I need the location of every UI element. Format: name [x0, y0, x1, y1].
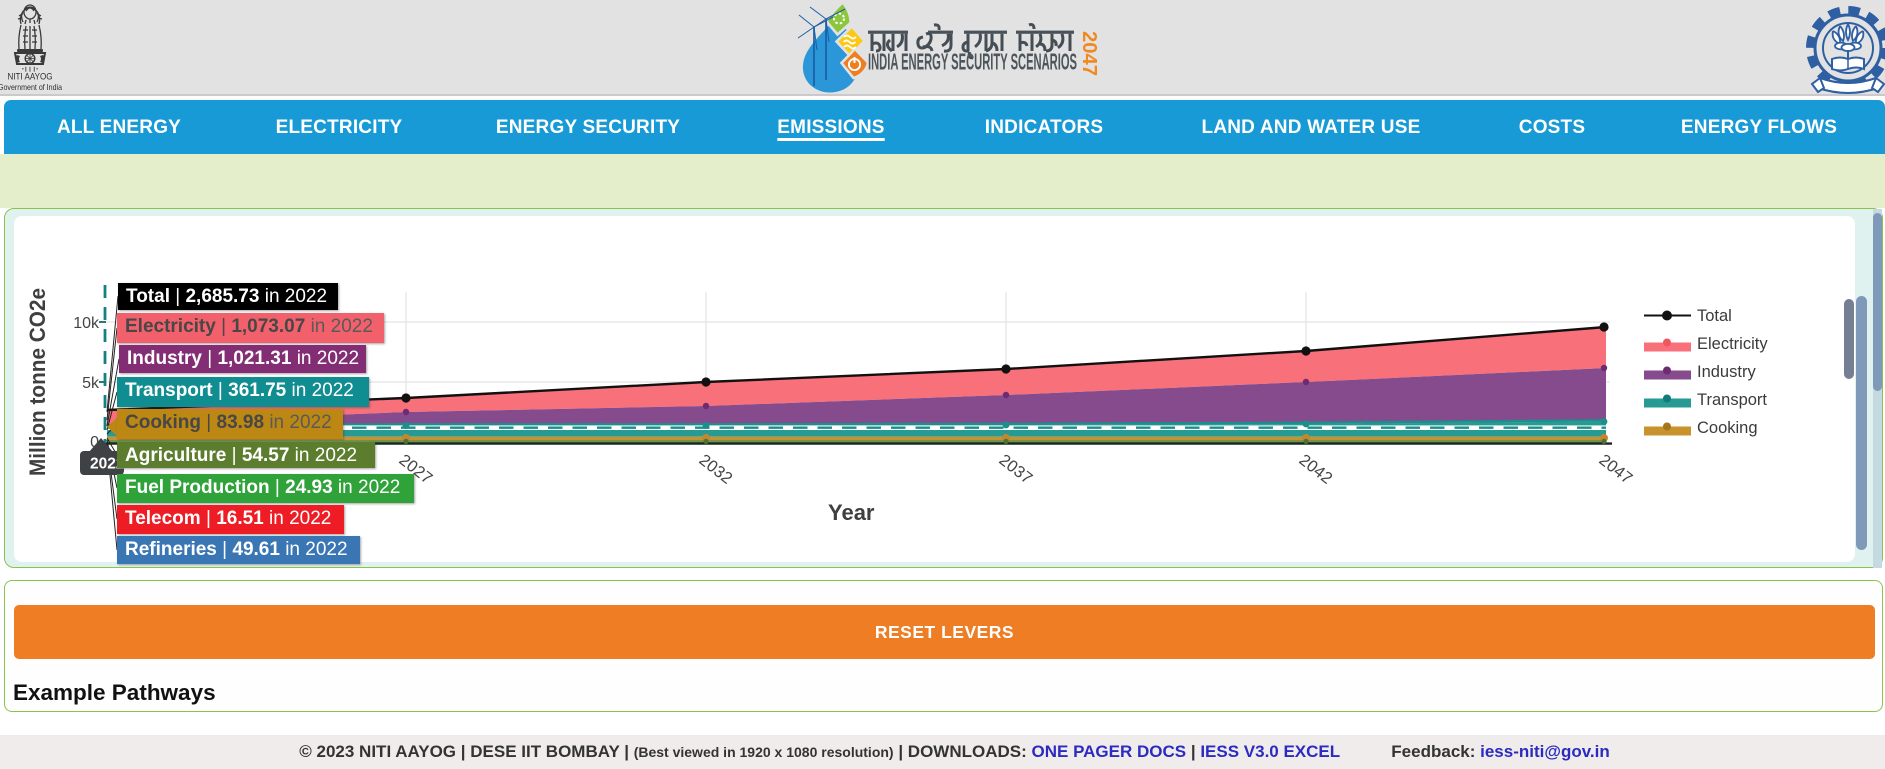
- svg-text:Transport: Transport: [1697, 391, 1767, 409]
- svg-text:Total: Total: [1697, 307, 1732, 325]
- svg-text:2022: 2022: [90, 456, 124, 473]
- svg-text:2037: 2037: [996, 451, 1036, 488]
- svg-text:2047: 2047: [1596, 451, 1636, 488]
- svg-text:Year: Year: [828, 500, 875, 525]
- svg-text:Cooking: Cooking: [1697, 419, 1758, 437]
- svg-text:INDIA ENERGY SECURITY SCENARIO: INDIA ENERGY SECURITY SCENARIOS: [868, 49, 1077, 75]
- svg-text:2042: 2042: [1296, 451, 1336, 488]
- svg-text:2032: 2032: [696, 451, 736, 488]
- svg-text:10k: 10k: [73, 315, 100, 332]
- svg-text:5k: 5k: [82, 375, 100, 392]
- svg-text:NITI AAYOG: NITI AAYOG: [8, 72, 53, 82]
- svg-text:•❙❙❙•: •❙❙❙•: [22, 67, 38, 73]
- svg-text:0: 0: [90, 434, 99, 451]
- svg-text:Industry: Industry: [1697, 363, 1756, 381]
- svg-text:Government of India: Government of India: [0, 82, 62, 92]
- svg-text:Electricity: Electricity: [1697, 335, 1768, 353]
- svg-text:Million tonne CO2e: Million tonne CO2e: [25, 288, 50, 476]
- svg-text:2047: 2047: [1078, 31, 1100, 76]
